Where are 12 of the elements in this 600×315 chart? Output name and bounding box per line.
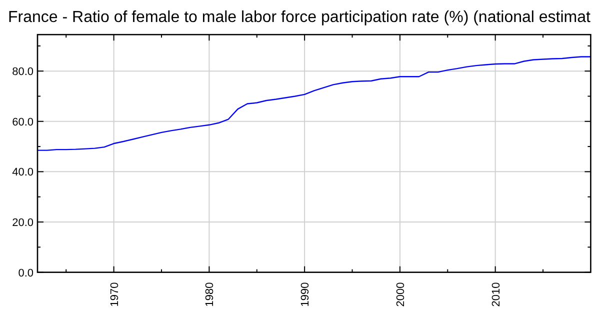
x-tick-label: 1980 (204, 282, 216, 307)
y-tick-label: 40.0 (12, 166, 34, 179)
y-tick-label: 20.0 (12, 216, 34, 229)
y-tick-label: 80.0 (12, 66, 34, 78)
chart-title: France - Ratio of female to male labor force participation rate (%) (national estimat (8, 9, 592, 26)
y-tick-label: 0.0 (18, 267, 34, 280)
x-tick-label: 1970 (108, 282, 121, 307)
x-tick-label: 2010 (490, 282, 502, 307)
x-tick-label: 1990 (300, 282, 312, 307)
x-tick-label: 2000 (394, 282, 407, 307)
y-tick-label: 60.0 (12, 116, 34, 128)
line-series (36, 56, 592, 151)
